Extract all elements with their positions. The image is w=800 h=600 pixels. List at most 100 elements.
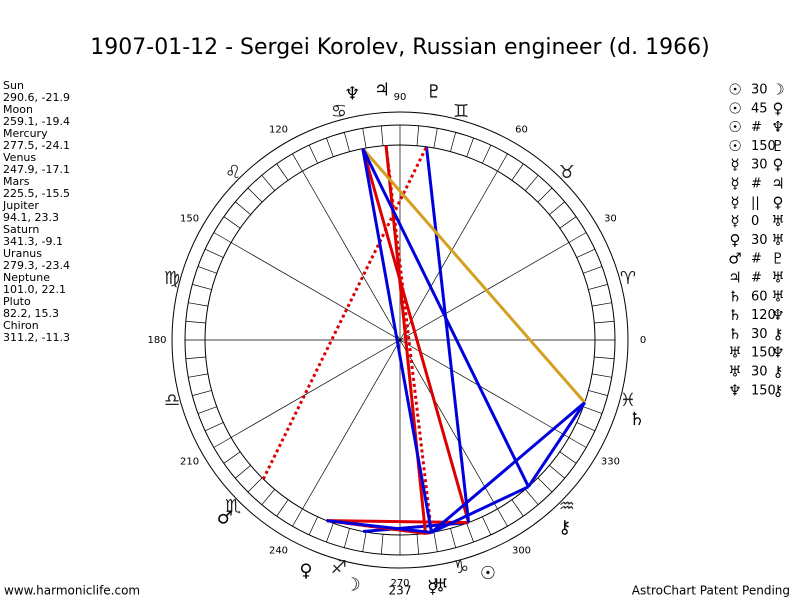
degree-label: 270	[390, 578, 409, 589]
spoke	[399, 339, 570, 438]
ring-tick	[362, 128, 367, 149]
footer-right: AstroChart Patent Pending	[632, 584, 790, 598]
ring-tick	[591, 302, 612, 307]
aspect-type: #	[751, 252, 762, 267]
aspect-line	[261, 146, 428, 480]
degree-label: 300	[512, 545, 531, 556]
ring-tick	[525, 175, 539, 191]
ring-tick	[247, 477, 263, 493]
aspect-line	[361, 148, 471, 523]
aspect-planet-b: ♆	[771, 118, 784, 136]
ring-tick	[568, 437, 587, 448]
ring-tick	[292, 508, 303, 527]
ring-tick	[537, 187, 553, 203]
ring-tick	[276, 499, 289, 517]
aspect-type: 45	[751, 101, 768, 116]
planet-coords: 279.3, -23.4	[3, 259, 70, 272]
zodiac-sign: ♍	[164, 268, 180, 289]
planet-name: Mercury	[3, 127, 48, 140]
aspect-planet-b: ♀	[773, 99, 784, 117]
zodiac-sign: ♑	[453, 557, 469, 578]
ring-tick	[482, 144, 492, 164]
ring-tick	[247, 187, 263, 203]
ring-tick	[185, 320, 206, 324]
spoke	[399, 339, 498, 510]
ring-tick	[213, 232, 232, 243]
aspect-planet-a: ♆	[728, 381, 741, 399]
ring-tick	[380, 534, 384, 555]
ring-tick	[326, 523, 334, 543]
planet-glyph: ☽	[345, 574, 361, 595]
ring-tick	[583, 406, 603, 414]
aspect-type: 30	[751, 365, 768, 380]
aspect-planet-b: ♅	[771, 287, 784, 305]
ring-tick	[197, 406, 217, 414]
ring-tick	[576, 248, 596, 258]
aspect-line	[430, 485, 530, 534]
planet-name: Jupiter	[2, 199, 39, 212]
ring-tick	[344, 528, 350, 548]
ring-tick	[549, 201, 565, 215]
spoke	[230, 339, 401, 438]
outer-circle	[171, 111, 629, 569]
aspect-type: #	[751, 177, 762, 192]
aspect-planet-a: ♀	[730, 231, 741, 249]
aspect-planet-a: ♄	[728, 287, 741, 305]
aspect-line	[384, 145, 427, 534]
degree-label: 0	[640, 335, 646, 346]
ring-tick	[591, 373, 612, 378]
ring-tick	[537, 477, 553, 493]
ring-tick	[261, 489, 275, 505]
ring-tick	[559, 451, 577, 464]
aspect-planet-a: ♅	[728, 344, 741, 362]
zodiac-sign: ♊	[453, 101, 469, 122]
aspect-planet-a: ☉	[728, 99, 741, 117]
aspect-planet-b: ♇	[771, 137, 784, 155]
planet-glyph: ♂	[217, 507, 233, 528]
zodiac-sign: ♈	[620, 268, 636, 289]
ring-tick	[188, 373, 209, 378]
aspect-planet-b: ♅	[771, 231, 784, 249]
aspect-line	[430, 401, 586, 534]
degree-label: 210	[180, 457, 199, 468]
ring-tick	[213, 437, 232, 448]
ring-tick	[497, 508, 508, 527]
degree-label: 60	[515, 125, 528, 136]
planet-coords: 311.2, -11.3	[3, 331, 70, 344]
planet-coords: 341.3, -9.1	[3, 235, 63, 248]
ring-tick	[380, 125, 384, 146]
planet-glyph: ☉	[480, 563, 496, 584]
zodiac-sign: ♏	[225, 496, 241, 517]
spoke	[302, 170, 401, 341]
planet-glyph: ♀	[299, 561, 312, 582]
planet-coords: 94.1, 23.3	[3, 211, 59, 224]
ring-tick	[204, 422, 224, 432]
ring-tick	[583, 266, 603, 274]
ring-tick	[511, 499, 524, 517]
ring-tick	[433, 531, 438, 552]
ring-tick	[576, 422, 596, 432]
planet-name: Neptune	[3, 271, 50, 284]
degree-label: 30	[604, 214, 617, 225]
ring-tick	[362, 531, 367, 552]
degree-label: 180	[147, 335, 166, 346]
aspect-line	[361, 148, 433, 533]
aspect-line	[326, 519, 432, 534]
planet-name: Uranus	[3, 247, 42, 260]
planet-name: Pluto	[3, 295, 31, 308]
ring-tick	[197, 266, 217, 274]
aspect-type: 150	[751, 139, 776, 154]
ring-tick	[292, 153, 303, 172]
aspect-planet-b: ⚷	[773, 363, 784, 381]
zodiac-sign: ♓	[620, 390, 636, 411]
aspect-planet-b: ♀	[773, 156, 784, 174]
aspect-type: 30	[751, 327, 768, 342]
ring-tick	[588, 284, 608, 290]
planet-coords: 247.9, -17.1	[3, 163, 70, 176]
ring-tick	[192, 284, 212, 290]
zodiac-sign: ♎	[164, 390, 180, 411]
planet-glyph: ♇	[426, 81, 442, 102]
ring-tick	[235, 201, 251, 215]
aspect-type: 60	[751, 289, 768, 304]
